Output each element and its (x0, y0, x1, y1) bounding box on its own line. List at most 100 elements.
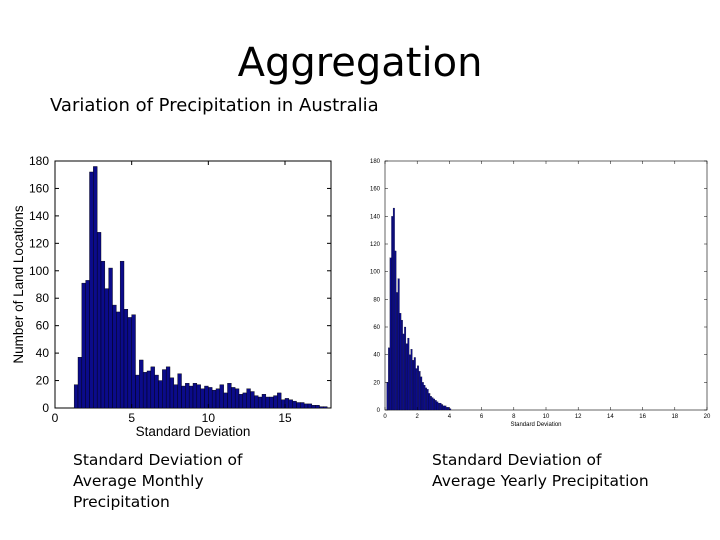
slide-subtitle: Variation of Precipitation in Australia (50, 95, 379, 116)
ytick-label-1-3: 60 (373, 325, 380, 331)
bar-0-57 (292, 400, 297, 409)
xtick-label-1-0: 0 (383, 414, 387, 420)
bar-1-26 (428, 393, 431, 411)
bar-1-6 (396, 292, 398, 411)
xtick-label-1-1: 2 (416, 414, 420, 420)
bar-0-1 (77, 357, 83, 409)
bar-0-51 (269, 396, 274, 409)
bar-0-5 (93, 166, 98, 409)
bar-0-40 (227, 383, 232, 409)
bar-0-27 (177, 373, 182, 409)
bar-0-16 (135, 374, 140, 409)
ytick-label-0-9: 180 (29, 154, 49, 168)
bar-0-47 (254, 395, 259, 409)
bar-1-30 (434, 400, 437, 411)
ytick-label-0-0: 0 (42, 401, 49, 415)
bar-0-22 (158, 380, 163, 409)
ytick-label-0-3: 60 (36, 319, 50, 333)
bar-0-18 (142, 372, 148, 409)
bar-0-49 (261, 394, 267, 409)
bar-0-48 (257, 396, 263, 409)
xtick-label-0-2: 10 (202, 411, 216, 425)
bar-0-21 (154, 374, 159, 409)
bar-0-23 (162, 369, 167, 409)
ytick-label-1-2: 40 (373, 353, 380, 359)
bar-0-55 (284, 398, 290, 409)
bar-1-3 (391, 216, 394, 411)
bar-0-65 (323, 406, 328, 409)
caption-yearly: Standard Deviation of Average Yearly Pre… (432, 450, 692, 492)
bar-0-15 (131, 314, 136, 409)
bar-0-19 (146, 370, 152, 409)
bar-0-36 (211, 389, 217, 409)
xtick-label-0-0: 0 (52, 411, 59, 425)
histogram-yearly: 0 20 40 60 80 100 120 140 160 180 0 2 4 6 8 10 12 14 16 18 2… (370, 159, 711, 428)
bar-0-25 (169, 377, 175, 409)
ytick-label-0-6: 120 (29, 236, 49, 250)
bar-0-60 (303, 403, 309, 409)
bar-1-10 (402, 333, 405, 411)
bar-1-35 (442, 405, 445, 411)
bar-0-37 (215, 388, 221, 409)
bar-1-33 (439, 402, 442, 411)
bar-0-32 (196, 384, 201, 409)
ytick-label-0-1: 20 (36, 374, 50, 388)
bar-0-7 (100, 260, 106, 409)
caption-monthly-line-3: Precipitation (73, 493, 170, 511)
bar-1-16 (412, 360, 415, 411)
bar-1-2 (389, 257, 392, 411)
bar-1-21 (420, 376, 423, 411)
bar-0-39 (223, 392, 228, 409)
bar-0-8 (104, 288, 109, 409)
bar-0-59 (300, 402, 305, 409)
caption-yearly-line-2: Average Yearly Precipitation (432, 472, 649, 490)
bar-1-7 (397, 278, 400, 411)
ytick-label-0-7: 140 (29, 209, 49, 223)
bar-0-58 (296, 402, 301, 409)
ytick-label-0-5: 100 (29, 264, 49, 278)
slide-title: Aggregation (237, 40, 483, 86)
xtick-label-1-8: 16 (639, 414, 646, 420)
plot-frame-1 (384, 160, 708, 411)
bar-0-9 (108, 267, 113, 409)
xtick-label-1-4: 8 (512, 414, 516, 420)
bar-0-17 (139, 359, 144, 409)
bar-1-5 (394, 250, 397, 411)
ytick-label-1-5: 100 (370, 270, 381, 276)
xtick-label-1-7: 14 (607, 414, 614, 420)
bar-1-27 (429, 396, 432, 411)
bar-0-29 (185, 383, 190, 409)
bar-1-24 (425, 387, 427, 411)
ytick-label-1-6: 120 (370, 242, 381, 248)
bar-1-31 (436, 401, 439, 411)
bar-0-31 (192, 383, 198, 409)
xaxis-label-0: Standard Deviation (136, 424, 251, 439)
bar-1-13 (407, 337, 410, 411)
bar-1-29 (433, 398, 436, 411)
bar-0-14 (127, 317, 132, 409)
bar-1-1 (388, 347, 390, 411)
bar-0-26 (173, 384, 178, 409)
bar-1-8 (399, 313, 402, 411)
bar-0-4 (89, 171, 94, 409)
yaxis-label-0: Number of Land Locations (11, 205, 26, 364)
bar-0-20 (150, 366, 155, 409)
bar-0-13 (123, 309, 129, 409)
bar-1-32 (438, 402, 440, 411)
caption-monthly-line-1: Standard Deviation of (73, 451, 243, 469)
bar-1-11 (404, 326, 407, 411)
xtick-label-1-10: 20 (704, 414, 711, 420)
ytick-label-0-8: 160 (29, 181, 49, 195)
bar-1-18 (415, 368, 418, 411)
bar-0-12 (119, 260, 125, 409)
caption-monthly-line-2: Average Monthly (73, 472, 204, 490)
xtick-label-0-3: 15 (278, 411, 292, 425)
ytick-label-0-4: 80 (36, 291, 50, 305)
bar-0-3 (85, 280, 90, 409)
bar-0-64 (319, 406, 324, 409)
caption-yearly-line-1: Standard Deviation of (432, 451, 602, 469)
bar-0-43 (238, 394, 244, 409)
bar-0-50 (265, 396, 270, 409)
bar-1-20 (418, 371, 421, 411)
